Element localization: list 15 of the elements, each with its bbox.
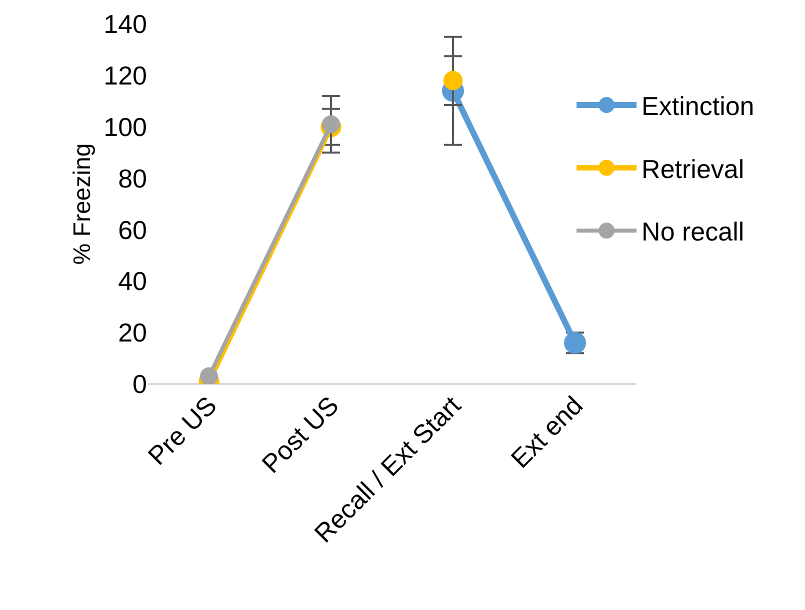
- y-tick-label: 20: [118, 318, 147, 348]
- y-tick-label: 60: [118, 214, 147, 245]
- y-tick-label: 120: [104, 60, 147, 91]
- point: [443, 70, 463, 90]
- legend-label: Extinction: [642, 91, 754, 122]
- y-axis-title: % Freezing: [69, 143, 96, 265]
- y-tick-label: 140: [104, 9, 147, 40]
- x-tick-label: Ext end: [504, 390, 588, 474]
- legend-label: Retrieval: [642, 154, 744, 184]
- y-tick-label: 100: [104, 112, 147, 142]
- y-tick-label: 0: [132, 369, 147, 400]
- y-tick-label: 80: [118, 163, 147, 194]
- legend-label: No recall: [642, 216, 744, 247]
- point: [322, 115, 340, 134]
- y-tick-label: 40: [118, 266, 147, 296]
